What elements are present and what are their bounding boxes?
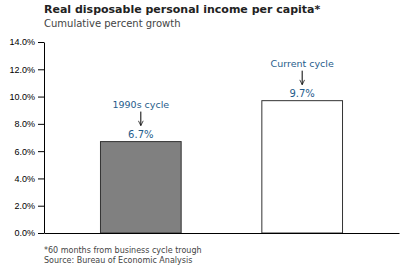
annotation-arrow — [140, 112, 141, 126]
plot: 0.0% 2.0% 4.0% 6.0% 8.0% 10.0% 12.0% 14.0% 1990s… — [9, 37, 399, 238]
y-tick: 2.0% — [14, 201, 44, 211]
title: Real disposable personal income per capi… — [44, 3, 320, 16]
bar — [262, 101, 343, 233]
y-tick: 12.0% — [9, 65, 44, 75]
annotation-arrow — [302, 71, 303, 85]
y-tick: 0.0% — [14, 228, 44, 238]
y-tick-label: 4.0% — [14, 174, 35, 184]
y-tick-mark — [38, 206, 44, 207]
footnote-line: Source: Bureau of Economic Analysis — [44, 256, 192, 265]
footnote: *60 months from business cycle troughSou… — [44, 246, 202, 265]
y-tick-label: 14.0% — [9, 37, 35, 47]
y-tick: 8.0% — [14, 119, 44, 129]
annotation-label: 1990s cycle — [112, 99, 169, 110]
y-tick: 14.0% — [9, 37, 44, 47]
y-tick-mark — [38, 42, 44, 43]
y-tick-label: 0.0% — [14, 228, 35, 238]
y-tick-mark — [38, 124, 44, 125]
subtitle: Cumulative percent growth — [44, 18, 181, 29]
y-axis-line — [44, 43, 45, 234]
bars — [100, 101, 342, 233]
y-tick-mark — [38, 69, 44, 70]
footnote-line: *60 months from business cycle trough — [44, 246, 202, 255]
y-tick-mark — [38, 151, 44, 152]
y-tick: 4.0% — [14, 174, 44, 184]
y-tick: 6.0% — [14, 147, 44, 157]
x-axis — [45, 233, 400, 234]
bar — [100, 142, 181, 233]
y-tick-mark — [38, 97, 44, 98]
y-tick-mark — [38, 233, 44, 234]
y-axis: 0.0% 2.0% 4.0% 6.0% 8.0% 10.0% 12.0% 14.0% — [9, 37, 44, 238]
y-tick-mark — [38, 178, 44, 179]
y-tick-label: 8.0% — [14, 119, 35, 129]
y-tick-label: 2.0% — [14, 201, 35, 211]
y-tick: 10.0% — [9, 92, 44, 102]
annotation-label: Current cycle — [271, 58, 334, 69]
data-label: 9.7% — [289, 88, 314, 99]
y-tick-label: 6.0% — [14, 147, 35, 157]
annotations: 1990s cycle 6.7% Current cycle 9.7% — [112, 58, 333, 140]
data-label: 6.7% — [128, 129, 153, 140]
chart: Real disposable personal income per capi… — [0, 0, 415, 267]
y-tick-label: 10.0% — [9, 92, 35, 102]
y-tick-label: 12.0% — [9, 65, 35, 75]
x-axis-line — [45, 233, 400, 234]
